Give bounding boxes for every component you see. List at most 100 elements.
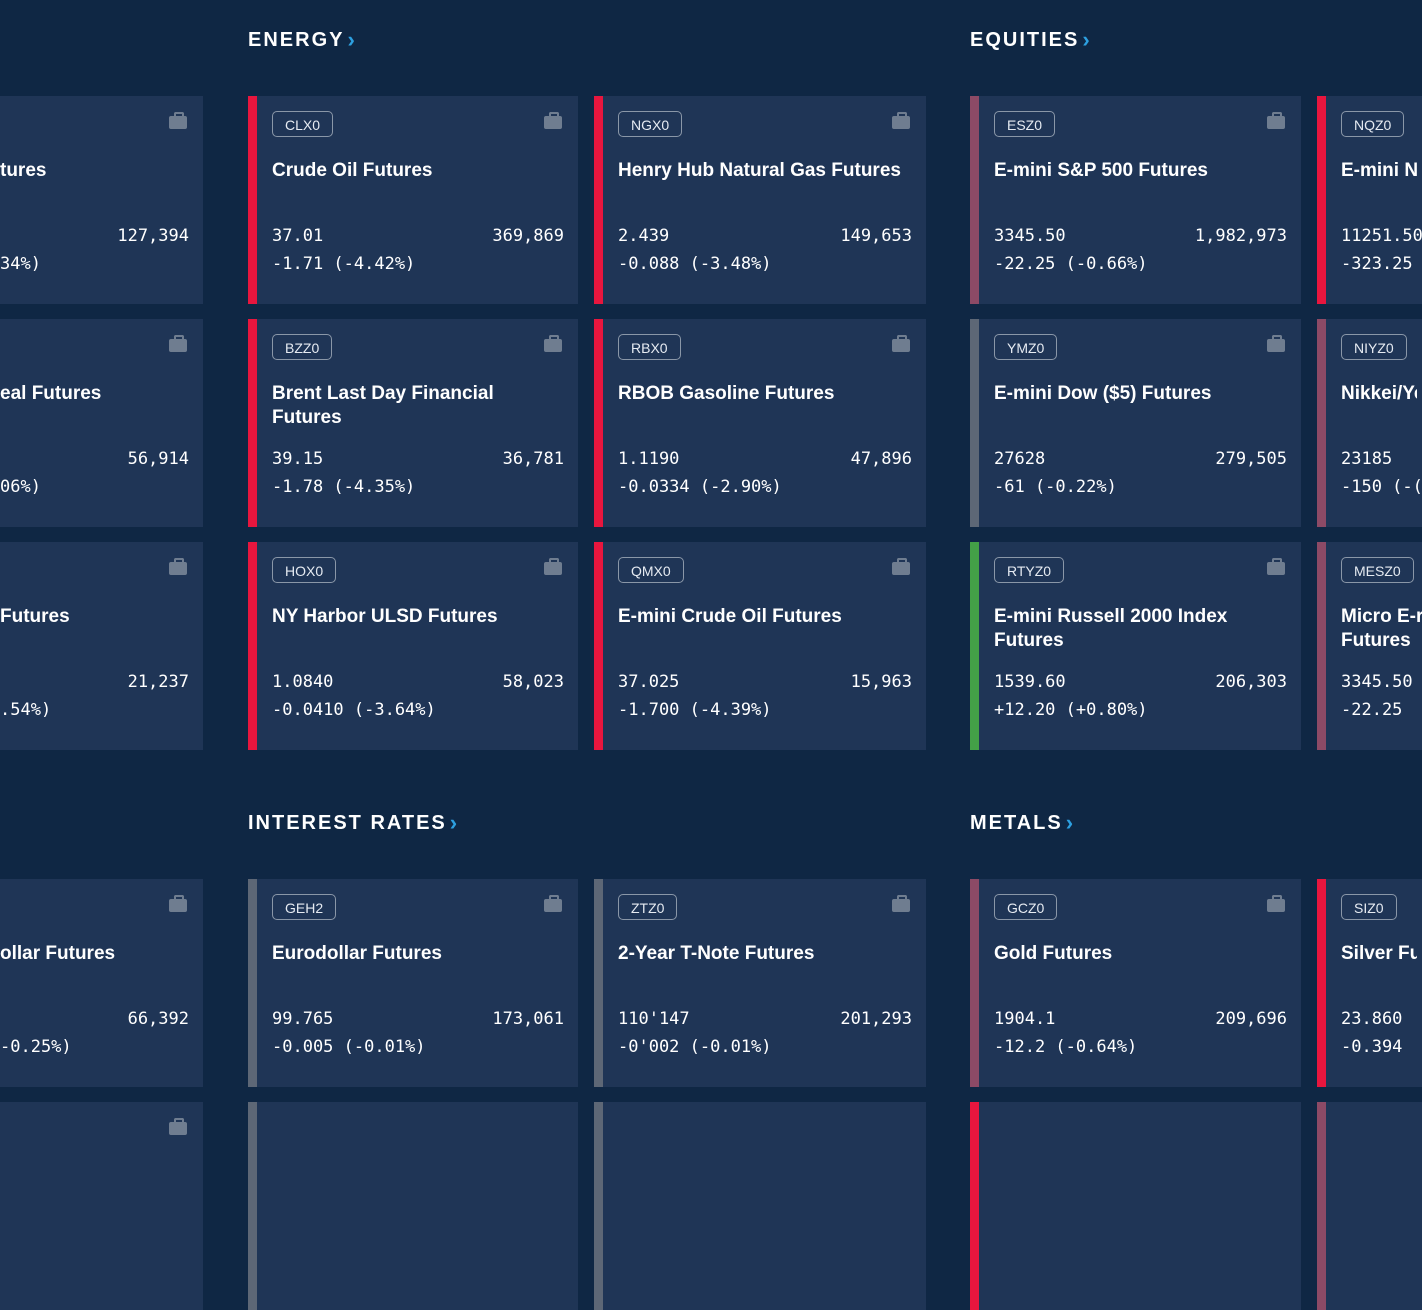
- contract-name: Crude Oil Futures: [272, 160, 433, 181]
- contract-change: -0.0334 (-2.90%): [618, 477, 782, 497]
- briefcase-icon[interactable]: [169, 895, 187, 912]
- trend-bar: [1317, 1102, 1326, 1310]
- futures-card[interactable]: HOX0 NY Harbor ULSD Futures 1.0840 58,02…: [248, 542, 578, 750]
- futures-card[interactable]: [594, 1102, 926, 1310]
- futures-card[interactable]: Futures 21,237 .54%): [0, 542, 203, 750]
- briefcase-icon[interactable]: [892, 558, 910, 575]
- contract-change: -61 (-0.22%): [994, 477, 1117, 497]
- futures-card[interactable]: CLX0 Crude Oil Futures 37.01 369,869 -1.…: [248, 96, 578, 304]
- futures-card[interactable]: RTYZ0 E-mini Russell 2000 Index Futures …: [970, 542, 1301, 750]
- trend-bar: [248, 319, 257, 527]
- contract-name: tures: [0, 160, 47, 181]
- contract-price: 1539.60: [994, 672, 1066, 692]
- futures-card[interactable]: YMZ0 E-mini Dow ($5) Futures 27628 279,5…: [970, 319, 1301, 527]
- contract-volume: 21,237: [127, 672, 189, 692]
- trend-bar: [594, 96, 603, 304]
- futures-card[interactable]: NIYZ0 Nikkei/Ye 23185 -150 (-(: [1317, 319, 1422, 527]
- briefcase-icon[interactable]: [1267, 558, 1285, 575]
- contract-name: E-mini Dow ($5) Futures: [994, 383, 1212, 404]
- trend-bar: [970, 542, 979, 750]
- contract-volume: 36,781: [502, 449, 564, 469]
- contract-volume: 58,023: [502, 672, 564, 692]
- contract-name: ollar Futures: [0, 943, 116, 964]
- trend-bar: [248, 879, 257, 1087]
- contract-name: eal Futures: [0, 383, 102, 404]
- contract-name: Henry Hub Natural Gas Futures: [618, 160, 901, 181]
- briefcase-icon[interactable]: [892, 112, 910, 129]
- contract-name: Brent Last Day Financial Futures: [272, 383, 494, 428]
- briefcase-icon[interactable]: [544, 335, 562, 352]
- futures-card[interactable]: QMX0 E-mini Crude Oil Futures 37.025 15,…: [594, 542, 926, 750]
- section-title-equities[interactable]: EQUITIES ›: [970, 27, 1092, 53]
- contract-price: 1.0840: [272, 672, 334, 692]
- futures-card[interactable]: MESZ0 Micro E-r Futures 3345.50 -22.25: [1317, 542, 1422, 750]
- section-title-interest-rates[interactable]: INTEREST RATES ›: [248, 810, 459, 836]
- futures-card[interactable]: NQZ0 E-mini N 11251.50 -323.25: [1317, 96, 1422, 304]
- trend-bar: [248, 542, 257, 750]
- contract-volume: 66,392: [127, 1009, 189, 1029]
- trend-bar: [594, 319, 603, 527]
- trend-bar: [970, 1102, 979, 1310]
- briefcase-icon[interactable]: [1267, 335, 1285, 352]
- section-title-text: METALS: [970, 811, 1063, 834]
- contract-name: RBOB Gasoline Futures: [618, 383, 835, 404]
- futures-card[interactable]: SIZ0 Silver Fut 23.860 -0.394: [1317, 879, 1422, 1087]
- futures-card[interactable]: BZZ0 Brent Last Day Financial Futures 39…: [248, 319, 578, 527]
- trend-bar: [248, 1102, 257, 1310]
- trend-bar: [594, 542, 603, 750]
- briefcase-icon[interactable]: [544, 558, 562, 575]
- futures-card[interactable]: [0, 1102, 203, 1310]
- futures-card[interactable]: GCZ0 Gold Futures 1904.1 209,696 -12.2 (…: [970, 879, 1301, 1087]
- contract-change: -0.0410 (-3.64%): [272, 700, 436, 720]
- briefcase-icon[interactable]: [544, 112, 562, 129]
- contract-name: Silver Fut: [1341, 943, 1417, 964]
- futures-card[interactable]: [248, 1102, 578, 1310]
- briefcase-icon[interactable]: [544, 895, 562, 912]
- trend-bar: [970, 879, 979, 1087]
- briefcase-icon[interactable]: [169, 1118, 187, 1135]
- section-title-text: ENERGY: [248, 28, 345, 51]
- futures-card[interactable]: tures 127,394 34%): [0, 96, 203, 304]
- futures-card[interactable]: ollar Futures 66,392 -0.25%): [0, 879, 203, 1087]
- briefcase-icon[interactable]: [169, 335, 187, 352]
- contract-volume: 15,963: [850, 672, 912, 692]
- contract-change: -22.25: [1341, 700, 1403, 720]
- trend-bar: [594, 879, 603, 1087]
- contract-name: Futures: [0, 606, 70, 627]
- symbol-badge: ESZ0: [994, 111, 1056, 137]
- symbol-badge: HOX0: [272, 557, 337, 583]
- briefcase-icon[interactable]: [169, 558, 187, 575]
- contract-price: 110'147: [618, 1009, 690, 1029]
- contract-name: E-mini N: [1341, 160, 1417, 181]
- futures-card[interactable]: NGX0 Henry Hub Natural Gas Futures 2.439…: [594, 96, 926, 304]
- contract-volume: 149,653: [840, 226, 912, 246]
- trend-bar: [970, 319, 979, 527]
- futures-card[interactable]: [970, 1102, 1301, 1310]
- briefcase-icon[interactable]: [892, 895, 910, 912]
- futures-card[interactable]: eal Futures 56,914 06%): [0, 319, 203, 527]
- futures-card[interactable]: RBX0 RBOB Gasoline Futures 1.1190 47,896…: [594, 319, 926, 527]
- contract-price: 11251.50: [1341, 226, 1422, 246]
- section-title-metals[interactable]: METALS ›: [970, 810, 1075, 836]
- briefcase-icon[interactable]: [892, 335, 910, 352]
- section-title-text: INTEREST RATES: [248, 811, 447, 834]
- contract-volume: 47,896: [850, 449, 912, 469]
- symbol-badge: GCZ0: [994, 894, 1058, 920]
- contract-price: 39.15: [272, 449, 324, 469]
- section-title-energy[interactable]: ENERGY ›: [248, 27, 357, 53]
- trend-bar: [594, 1102, 603, 1310]
- symbol-badge: NIYZ0: [1341, 334, 1407, 360]
- symbol-badge: RBX0: [618, 334, 681, 360]
- contract-price: 27628: [994, 449, 1046, 469]
- contract-change: 06%): [0, 477, 41, 497]
- briefcase-icon[interactable]: [169, 112, 187, 129]
- futures-card[interactable]: GEH2 Eurodollar Futures 99.765 173,061 -…: [248, 879, 578, 1087]
- futures-card[interactable]: ZTZ0 2-Year T-Note Futures 110'147 201,2…: [594, 879, 926, 1087]
- briefcase-icon[interactable]: [1267, 112, 1285, 129]
- briefcase-icon[interactable]: [1267, 895, 1285, 912]
- futures-card[interactable]: [1317, 1102, 1422, 1310]
- contract-change: -0.088 (-3.48%): [618, 254, 772, 274]
- contract-change: -1.71 (-4.42%): [272, 254, 416, 274]
- futures-card[interactable]: ESZ0 E-mini S&P 500 Futures 3345.50 1,98…: [970, 96, 1301, 304]
- contract-change: -1.78 (-4.35%): [272, 477, 416, 497]
